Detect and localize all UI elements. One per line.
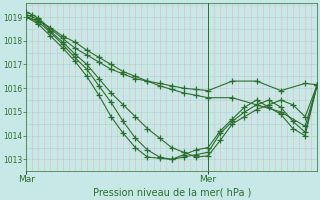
X-axis label: Pression niveau de la mer( hPa ): Pression niveau de la mer( hPa ) bbox=[92, 187, 251, 197]
